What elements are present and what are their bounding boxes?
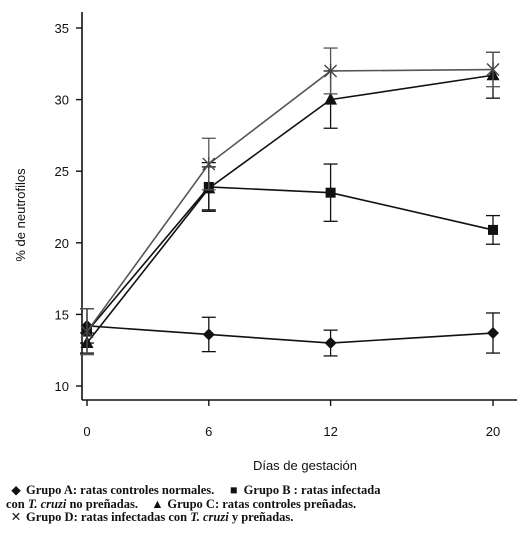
legend-group-d: Grupo D: ratas infectadas con xyxy=(26,510,188,524)
point-diamond-6 xyxy=(202,328,215,341)
y-tick-label-30: 30 xyxy=(55,93,69,108)
legend-line-1: ◆ Grupo A: ratas controles normales. ■ Gru… xyxy=(6,483,520,498)
point-diamond-12 xyxy=(324,337,337,350)
series-diamond-line xyxy=(86,325,494,344)
series-square xyxy=(80,161,500,356)
x-tick-label-20: 20 xyxy=(486,424,500,439)
y-tick-label-20: 20 xyxy=(55,236,69,251)
legend-group-b: Grupo B : ratas infectada xyxy=(243,483,381,497)
series-triangle-line xyxy=(86,74,494,344)
point-diamond-20 xyxy=(487,327,499,340)
legend: ◆ Grupo A: ratas controles normales. ■ Gru… xyxy=(6,483,520,525)
legend-group-b-end: no preñadas. xyxy=(69,496,138,511)
series-asterisk xyxy=(80,47,500,356)
y-tick-label-15: 15 xyxy=(55,307,69,322)
point-asterisk-20 xyxy=(486,62,500,77)
chart-series xyxy=(80,47,500,357)
series-triangle xyxy=(80,51,500,354)
legend-group-d-end: y preñadas. xyxy=(231,510,294,524)
legend-triangle-symbol: ▲ xyxy=(151,496,164,511)
point-asterisk-12 xyxy=(324,63,338,78)
x-axis-label: Días de gestación xyxy=(253,458,357,473)
y-axis-label: % de neutrofilos xyxy=(13,168,28,262)
point-asterisk-0 xyxy=(80,324,94,339)
legend-line-3: ✕ Grupo D: ratas infectadas con T. cruzi … xyxy=(6,510,520,525)
legend-species-1: T. cruzi xyxy=(27,496,67,511)
legend-asterisk-symbol: ✕ xyxy=(10,510,22,524)
legend-group-a: Grupo A: ratas controles normales. xyxy=(26,483,215,497)
point-square-20 xyxy=(488,224,498,235)
y-tick-label-35: 35 xyxy=(55,21,69,36)
x-tick-label-0: 0 xyxy=(83,424,90,439)
y-tick-label-10: 10 xyxy=(55,379,69,394)
legend-diamond-symbol: ◆ xyxy=(11,483,21,497)
point-triangle-12 xyxy=(324,92,338,105)
x-tick-label-12: 12 xyxy=(323,424,337,439)
series-asterisk-line xyxy=(86,68,494,333)
chart-ticks: 10 15 20 25 30 35 0 6 12 20 xyxy=(55,21,501,439)
legend-line-2: con T. cruzi no preñadas. ▲ Grupo C: rata… xyxy=(6,496,520,512)
legend-group-b-cont: con xyxy=(6,496,25,511)
legend-group-c: Grupo C: ratas controles preñadas. xyxy=(167,496,357,511)
x-tick-label-6: 6 xyxy=(205,424,212,439)
legend-species-2: T. cruzi xyxy=(190,510,229,524)
y-tick-label-25: 25 xyxy=(55,164,69,179)
point-square-12 xyxy=(325,187,336,198)
legend-square-symbol: ■ xyxy=(229,483,238,497)
neutrophil-chart: 10 15 20 25 30 35 0 6 12 20 % de neutrofilos Días… xyxy=(13,12,517,473)
point-asterisk-6 xyxy=(202,157,216,172)
series-diamond xyxy=(80,308,500,357)
series-square-line xyxy=(86,186,494,333)
